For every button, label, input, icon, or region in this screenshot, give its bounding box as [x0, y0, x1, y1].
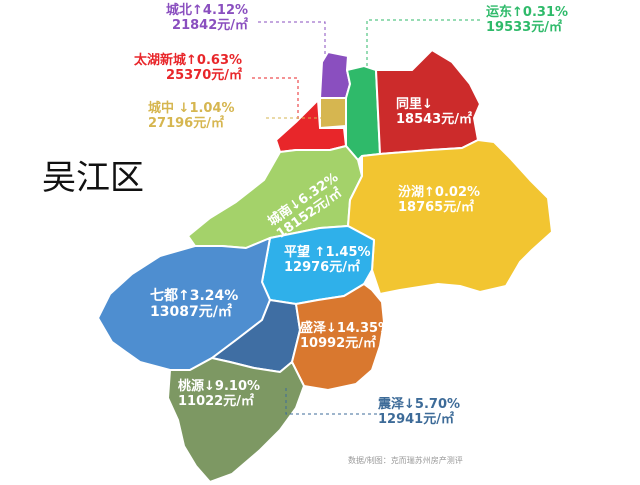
region-fenhu[interactable] — [347, 139, 553, 295]
label-fenhu: 汾湖↑0.02% 18765元/㎡ — [398, 185, 481, 216]
qidu-price: 13087元/㎡ — [150, 304, 232, 321]
chengzhong-price: 27196元/㎡ — [148, 115, 224, 131]
label-taihu: 太湖新城↑0.63% 25370元/㎡ — [134, 53, 243, 84]
taoyuan-name: 桃源 — [178, 379, 205, 394]
zhenze-name: 震泽 — [378, 397, 405, 412]
zhenze-change: ↓5.70% — [404, 397, 461, 412]
taihu-price: 25370元/㎡ — [166, 67, 243, 83]
data-source: 数据/制图：克而瑞苏州房产测评 — [348, 456, 463, 465]
fenhu-name: 汾湖 — [398, 185, 425, 200]
taoyuan-change: ↓9.10% — [204, 379, 261, 394]
label-pingwang: 平望 ↑1.45% 12976元/㎡ — [284, 245, 371, 276]
qidu-name: 七都 — [150, 288, 178, 304]
leader-taihu — [252, 77, 299, 122]
taihu-change: ↑0.63% — [186, 53, 243, 68]
tongli-change: ↓ — [422, 97, 433, 112]
region-taoyuan[interactable] — [167, 357, 305, 483]
fenhu-change: ↑0.02% — [424, 185, 481, 200]
zhenze-price: 12941元/㎡ — [378, 411, 454, 427]
chengzhong-name: 城中 — [148, 101, 175, 116]
leader-chengbei — [258, 21, 326, 56]
region-yundong[interactable] — [345, 65, 381, 161]
tongli-name: 同里 — [396, 97, 423, 112]
region-chengzhong[interactable] — [319, 97, 347, 129]
label-taoyuan: 桃源↓9.10% 11022元/㎡ — [178, 379, 261, 410]
district-title: 吴江区 — [42, 158, 144, 198]
taoyuan-price: 11022元/㎡ — [178, 393, 254, 409]
region-chengbei[interactable] — [319, 51, 351, 99]
label-chengzhong: 城中 ↓1.04% 27196元/㎡ — [148, 101, 235, 132]
tongli-price: 18543元/㎡ — [396, 111, 472, 127]
pingwang-change: ↑1.45% — [314, 245, 371, 260]
leader-yundong — [366, 19, 480, 66]
shengze-change: ↓14.35% — [326, 321, 392, 336]
label-zhenze: 震泽↓5.70% 12941元/㎡ — [378, 397, 461, 428]
label-yundong: 运东↑0.31% 19533元/㎡ — [486, 5, 569, 36]
leader-zhenze — [285, 388, 378, 415]
chengbei-price: 21842元/㎡ — [172, 17, 249, 33]
label-shengze: 盛泽↓14.35% 10992元/㎡ — [300, 321, 392, 352]
yundong-price: 19533元/㎡ — [486, 19, 562, 35]
chengbei-change: ↑4.12% — [192, 3, 249, 18]
shengze-price: 10992元/㎡ — [300, 335, 376, 351]
yundong-name: 运东 — [486, 5, 513, 20]
label-chengbei: 城北↑4.12% 21842元/㎡ — [166, 3, 249, 34]
shengze-name: 盛泽 — [300, 321, 327, 336]
pingwang-name: 平望 — [284, 245, 311, 260]
leader-lines — [252, 19, 480, 415]
chengzhong-change: ↓1.04% — [178, 101, 235, 116]
fenhu-price: 18765元/㎡ — [398, 199, 474, 215]
yundong-change: ↑0.31% — [512, 5, 569, 20]
chengbei-name: 城北 — [166, 3, 193, 18]
qidu-change: ↑3.24% — [178, 288, 239, 304]
taihu-name: 太湖新城 — [134, 53, 187, 68]
pingwang-price: 12976元/㎡ — [284, 259, 360, 275]
label-tongli: 同里↓ 18543元/㎡ — [396, 97, 472, 128]
label-qidu: 七都↑3.24% 13087元/㎡ — [150, 288, 238, 320]
